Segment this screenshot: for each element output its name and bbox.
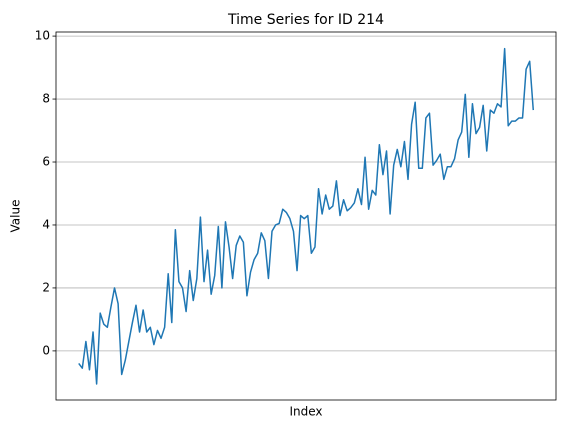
y-axis-label: Value bbox=[9, 200, 23, 233]
y-tick-label: 2 bbox=[42, 280, 50, 294]
y-tick-label: 4 bbox=[42, 217, 50, 231]
y-tick-label: 6 bbox=[42, 155, 50, 169]
axes-frame bbox=[55, 31, 557, 401]
y-tick-label: 0 bbox=[42, 343, 50, 357]
chart-title: Time Series for ID 214 bbox=[227, 12, 384, 28]
data-line bbox=[78, 47, 535, 385]
x-axis-label: Index bbox=[289, 405, 322, 419]
y-tick-label: 8 bbox=[42, 92, 50, 106]
y-tick-label: 10 bbox=[35, 29, 50, 43]
